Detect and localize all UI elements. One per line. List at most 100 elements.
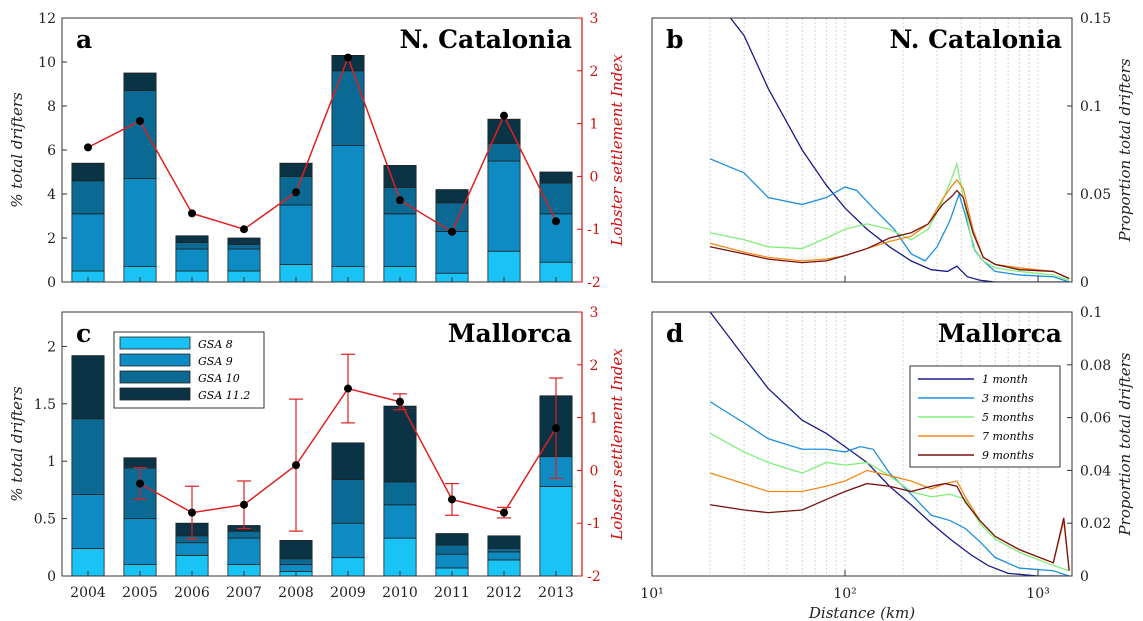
- series-line-d-0: [709, 312, 1070, 576]
- index-point-a-2005: [136, 116, 144, 125]
- ytick-label: 1.5: [34, 397, 56, 413]
- legend-swatch: [119, 370, 191, 384]
- bar-c-2005-s3: [123, 457, 157, 469]
- index-point-c-2007: [240, 500, 248, 509]
- bar-c-2012-s3: [487, 535, 521, 549]
- bar-c-2006-s1: [175, 542, 209, 556]
- bar-a-2005-s1: [123, 178, 157, 268]
- ytick-label: 0.04: [1080, 463, 1111, 479]
- panel-label-c: c: [76, 319, 91, 348]
- series-line-b-4: [709, 189, 1070, 280]
- ytick-label: 0: [47, 569, 56, 585]
- ytick-label: 0: [47, 275, 56, 291]
- bar-a-2013-s3: [539, 171, 573, 184]
- xtick-label: 10²: [833, 586, 856, 602]
- panel-title-a: N. Catalonia: [399, 25, 572, 54]
- bar-a-2007-s2: [227, 244, 261, 250]
- xtick-label: 2007: [226, 585, 262, 601]
- ytick-label: 2: [47, 231, 56, 247]
- ytick-label: 2: [47, 339, 56, 355]
- ytick-label: 0.5: [34, 512, 56, 528]
- bar-c-2010-s1: [383, 504, 417, 539]
- legend-swatch: [119, 353, 191, 367]
- bar-a-2004-s2: [71, 180, 105, 215]
- index-point-a-2013: [552, 217, 560, 226]
- bar-a-2004-s3: [71, 162, 105, 182]
- bar-a-2006-s2: [175, 241, 209, 250]
- ytick-label: 0.1: [1080, 305, 1102, 321]
- ytick-label: 0.08: [1080, 358, 1111, 374]
- ytick-label: 0: [1080, 275, 1089, 291]
- y2tick-label: 1: [590, 411, 599, 427]
- bar-c-2010-s3: [383, 405, 417, 483]
- legend-label: GSA 10: [198, 372, 240, 385]
- series-line-d-4: [710, 482, 1070, 571]
- series-line-b-2: [709, 161, 1070, 281]
- bar-a-2005-s2: [123, 90, 157, 179]
- legend-d: 1 month 3 months 5 months 7 months 9 months: [909, 365, 1061, 468]
- bar-c-2007-s2: [227, 530, 261, 539]
- legend-swatch: [119, 387, 191, 401]
- xtick-label: 2006: [174, 585, 210, 601]
- y2label-c: Lobster settlement Index: [608, 348, 626, 541]
- y2tick-label: 3: [590, 11, 599, 27]
- bar-a-2012-s2: [487, 142, 521, 162]
- bar-c-2009-s2: [331, 479, 365, 524]
- panel-label-d: d: [666, 319, 683, 348]
- y2tick-label: -1: [587, 222, 601, 238]
- series-line-b-1: [709, 158, 1070, 282]
- y2tick-label: -2: [587, 275, 601, 291]
- panel-label-a: a: [76, 25, 92, 54]
- ylabel-b: Proportion total drifters: [1116, 58, 1134, 242]
- y2tick-label: -1: [587, 516, 601, 532]
- ylabel-c: % total drifters: [8, 386, 26, 502]
- bar-c-2010-s0: [383, 537, 417, 577]
- ytick-label: 0.02: [1080, 516, 1111, 532]
- bar-c-2004-s3: [71, 355, 105, 420]
- index-point-c-2013: [552, 424, 560, 433]
- ytick-label: 0.06: [1080, 411, 1111, 427]
- panel-label-b: b: [666, 25, 683, 54]
- y2tick-label: 2: [590, 358, 599, 374]
- index-point-a-2011: [448, 227, 456, 236]
- bar-a-2010-s3: [383, 164, 417, 188]
- bar-c-2008-s2: [279, 558, 313, 565]
- ylabel-a: % total drifters: [8, 92, 26, 208]
- panel-title-b: N. Catalonia: [889, 25, 1062, 54]
- bar-a-2007-s1: [227, 248, 261, 272]
- index-point-c-2012: [500, 508, 508, 517]
- xtick-label: 2012: [486, 585, 522, 601]
- legend-label: GSA 8: [198, 338, 233, 351]
- bar-c-2009-s1: [331, 522, 365, 559]
- y2tick-label: 0: [590, 463, 599, 479]
- bar-c-2011-s3: [435, 533, 469, 546]
- bar-a-2010-s1: [383, 213, 417, 268]
- ytick-label: 8: [47, 99, 56, 115]
- xtick-label: 10³: [1026, 586, 1049, 602]
- bar-a-2006-s1: [175, 248, 209, 272]
- index-point-a-2012: [500, 111, 508, 120]
- y2tick-label: 0: [590, 169, 599, 185]
- legend-label: 5 months: [982, 411, 1034, 424]
- ytick-label: 6: [47, 143, 56, 159]
- ytick-label: 1: [47, 454, 56, 470]
- bar-c-2004-s1: [71, 494, 105, 549]
- plot-frame-d: [651, 311, 1073, 577]
- bar-a-2012-s0: [487, 250, 521, 283]
- xtick-label: 2008: [278, 585, 314, 601]
- bar-c-2013-s0: [539, 486, 573, 577]
- y2tick-label: 1: [590, 117, 599, 133]
- legend-label: GSA 9: [198, 355, 233, 368]
- xtick-label: 2011: [434, 585, 470, 601]
- bar-c-2009-s3: [331, 442, 365, 480]
- index-point-c-2005: [136, 479, 144, 488]
- bar-c-2008-s3: [279, 540, 313, 560]
- index-point-c-2010: [396, 397, 404, 406]
- y2label-a: Lobster settlement Index: [608, 54, 626, 247]
- index-point-c-2009: [344, 384, 352, 393]
- y2tick-label: -2: [587, 569, 601, 585]
- index-point-c-2006: [188, 508, 196, 517]
- index-point-c-2011: [448, 495, 456, 504]
- ytick-label: 0: [1080, 569, 1089, 585]
